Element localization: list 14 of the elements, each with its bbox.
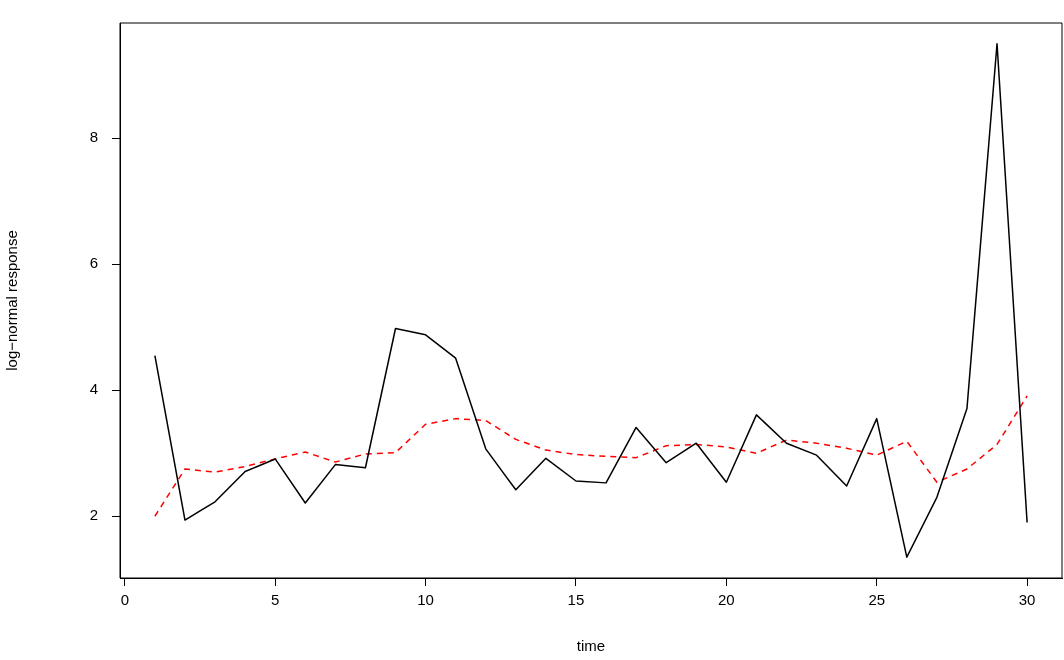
x-axis-title: time: [576, 637, 606, 655]
x-tick-label: 0: [120, 591, 129, 609]
x-tick-label: 15: [567, 591, 585, 609]
x-tick-label: 10: [417, 591, 434, 609]
x-tick-label: 20: [718, 591, 735, 609]
line-series: [154, 395, 1028, 518]
x-tick-label: 5: [271, 591, 280, 609]
y-tick-label: 2: [89, 506, 98, 524]
y-axis-title: log−normal response: [3, 230, 21, 371]
y-tick-label: 8: [89, 128, 98, 146]
x-tick-label: 25: [868, 591, 886, 609]
x-tick-label: 30: [1018, 591, 1036, 609]
y-tick-label: 6: [89, 254, 98, 272]
y-tick-label: 4: [89, 380, 98, 398]
